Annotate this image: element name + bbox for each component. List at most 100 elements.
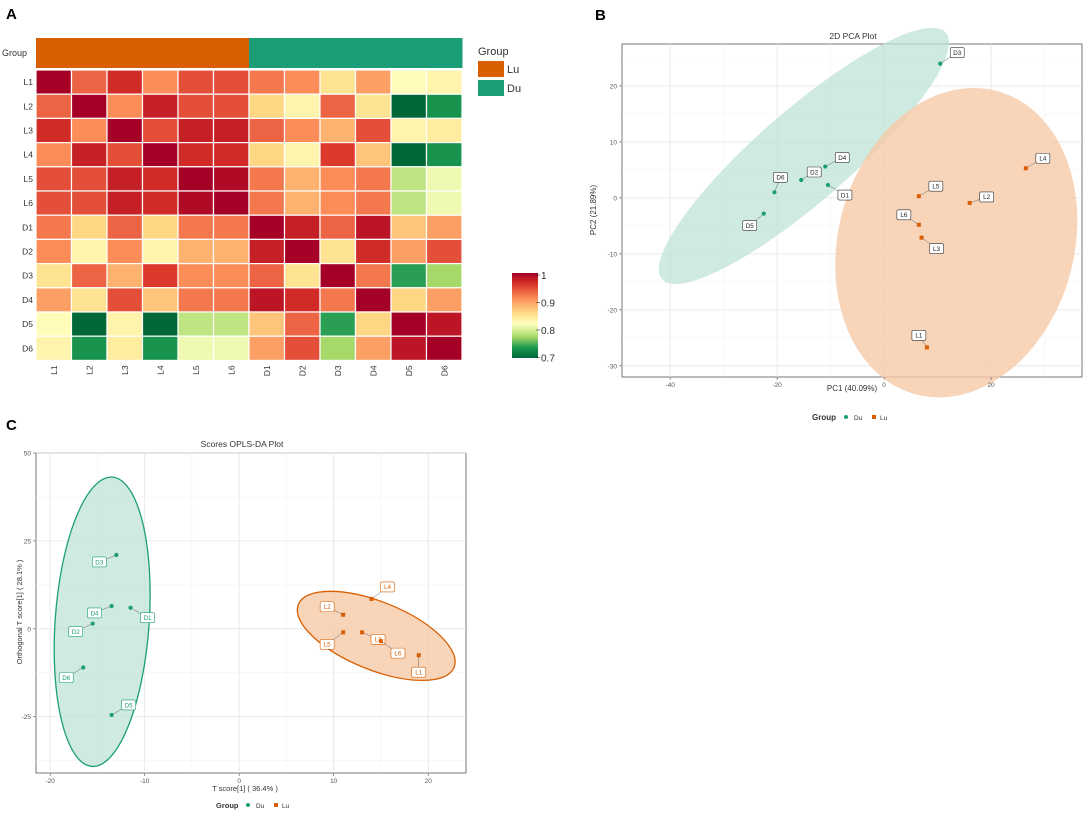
heatmap-cell [177,93,215,119]
heatmap-cell [70,93,108,119]
heatmap-group-cell-lu [178,38,214,68]
heatmap-cell [425,69,463,95]
oplsda-label-box [87,607,102,619]
heatmap-cell [177,263,215,289]
heatmap-cell [212,263,250,289]
heatmap-cell [390,238,428,265]
pca-point-label: D2 [810,169,819,176]
heatmap-cell [354,311,392,337]
heatmap-cell [141,335,179,362]
heatmap-cell [248,238,286,265]
heatmap-row-label: D1 [22,222,33,232]
heatmap-cell [283,214,321,240]
heatmap-cell [35,142,73,168]
pca-xtick-label: -20 [772,382,782,389]
heatmap-cell [212,287,250,313]
pca-ytick-label: -10 [608,251,618,258]
heatmap-cell [425,263,463,289]
heatmap-cell [141,93,179,119]
heatmap-cell [177,238,215,265]
heatmap-cell [141,166,179,192]
pca-point-du [825,182,831,188]
oplsda-legend-du-marker [246,803,250,807]
heatmap-cell [425,93,463,119]
heatmap-cell [35,335,73,362]
oplsda-label-box [58,672,74,683]
oplsda-ellipse-du [53,476,151,768]
pca-label-box [896,209,912,221]
heatmap-col-label: L3 [120,365,130,375]
heatmap-scale-label: 0.8 [541,326,555,337]
heatmap-cell [248,69,286,95]
heatmap-cell [141,311,179,337]
heatmap-cell [35,166,73,192]
heatmap-legend-lu-swatch [478,61,504,77]
pca-title: 2D PCA Plot [829,31,877,41]
heatmap-color-scale [512,273,538,358]
oplsda-legend-title: Group [216,801,239,810]
oplsda-point-label: L2 [324,604,332,611]
pca-point-du [761,211,766,216]
heatmap-cell [319,142,357,168]
heatmap-cell [35,287,73,313]
heatmap-cell [106,117,144,144]
oplsda-xtick-label: -10 [140,778,150,785]
heatmap-col-label: L6 [226,365,236,375]
heatmap-cell [70,238,108,265]
heatmap-cell [70,166,108,192]
heatmap-cell [248,335,286,362]
heatmap-row-label: L5 [24,174,34,184]
heatmap-cell [319,214,357,240]
pca-ytick-label: 0 [613,195,617,202]
pca-ticks: -40 -20 0 20 -30 -20 -10 0 10 20 [608,83,995,389]
oplsda-xtick-label: 0 [237,778,241,785]
heatmap-cell [354,93,392,119]
heatmap-cell [177,287,215,313]
heatmap-group-cell-lu [142,38,179,68]
heatmap-cell [354,287,392,313]
heatmap-group-cell-du [426,38,463,68]
pca-xtick-label: 20 [987,382,995,389]
heatmap-group-cell-lu [213,38,250,68]
pca-legend-du-label: Du [854,415,863,422]
heatmap-scale-label: 0.7 [541,354,555,365]
heatmap-scale-ticks: 1 0.9 0.8 0.7 [536,271,555,365]
heatmap-cell [283,263,321,289]
heatmap-cell [141,287,179,313]
pca-ytick-label: 20 [610,83,618,90]
oplsda-ytick-label: -25 [22,714,32,721]
heatmap-group-cell-lu [36,38,72,68]
pca-point-label: L1 [915,333,923,340]
heatmap-col-label: D2 [297,365,307,376]
pca-points: D3 D4 D2 D6 D1 D5 L4 L5 L2 L6 L3 L1 [742,47,1051,350]
heatmap-legend-title: Group [478,46,509,58]
heatmap-col-label: D6 [439,365,449,376]
heatmap-cell [319,238,357,265]
pca-point-du [772,190,777,195]
heatmap-cell [425,166,463,192]
oplsda-point-label: L1 [415,669,423,676]
heatmap-cell [354,117,392,144]
pca-label-box [979,191,994,203]
heatmap-cell [425,238,463,265]
pca-point-label: D6 [776,175,785,182]
heatmap-col-labels: L1 L2 L3 L4 L5 L6 D1 D2 D3 D4 D5 D6 [49,365,450,376]
oplsda-label-box [319,601,335,613]
pca-point-du [938,61,943,66]
pca-label-box [928,180,944,192]
heatmap-cell [212,311,250,337]
heatmap-cell [390,69,428,95]
heatmap-cell [177,335,215,362]
heatmap-cell [319,117,357,144]
heatmap-cell [35,93,73,119]
heatmap-cell [106,311,144,337]
heatmap-row-label: L2 [24,101,34,111]
heatmap-cell [425,335,463,362]
pca-label-box [929,243,944,254]
heatmap-cell [390,311,428,337]
oplsda-xtick-label: 20 [425,778,433,785]
heatmap-group-cell-du [284,38,321,68]
pca-point-label: D3 [953,50,962,57]
